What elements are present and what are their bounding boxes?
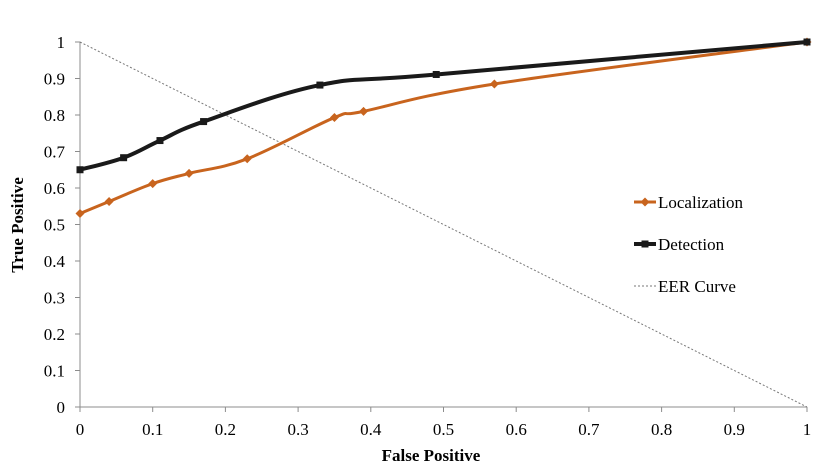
x-tick-label: 0.3	[287, 420, 308, 439]
localization-point	[359, 106, 369, 116]
legend-label: Localization	[658, 193, 743, 212]
detection-point	[120, 154, 128, 162]
localization-point	[489, 79, 499, 89]
y-tick-label: 0.1	[44, 362, 65, 381]
y-tick-label: 0.5	[44, 216, 65, 235]
x-tick-label: 0.1	[142, 420, 163, 439]
legend-marker	[640, 197, 650, 207]
eer-curve-line	[79, 41, 808, 408]
detection-point	[200, 118, 208, 126]
series-eer-curve	[79, 41, 808, 408]
y-tick-label: 0	[57, 398, 66, 417]
y-tick-label: 0.2	[44, 325, 65, 344]
x-tick-label: 0.5	[433, 420, 454, 439]
y-tick-label: 0.7	[44, 143, 66, 162]
y-axis-title: True Positive	[8, 177, 27, 273]
x-tick-label: 0.2	[215, 420, 236, 439]
localization-point	[329, 113, 339, 123]
series-layer	[75, 37, 812, 408]
localization-point	[148, 179, 158, 189]
x-tick-label: 0.7	[578, 420, 600, 439]
legend: Localization Detection EER Curve	[634, 193, 743, 296]
x-tick-label: 0.9	[724, 420, 745, 439]
x-tick-label: 1	[803, 420, 812, 439]
detection-point	[76, 166, 84, 174]
legend-item-detection: Detection	[634, 235, 725, 254]
legend-item-eer-curve: EER Curve	[634, 277, 736, 296]
detection-line	[78, 40, 809, 172]
axes: 0 0.1 0.2 0.3 0.4 0.5 0.6 0.7 0.8 0.9 1 0 0.1 0.2 0.3 0…	[44, 33, 812, 439]
localization-point	[242, 154, 252, 164]
series-detection	[76, 38, 811, 174]
y-tick-label: 0.8	[44, 106, 65, 125]
legend-label: Detection	[658, 235, 725, 254]
x-axis-title: False Positive	[382, 446, 481, 465]
detection-point	[156, 137, 164, 145]
localization-point	[104, 197, 114, 207]
legend-label: EER Curve	[658, 277, 736, 296]
localization-point	[184, 168, 194, 178]
detection-point	[316, 81, 324, 89]
y-tick-label: 0.9	[44, 70, 65, 89]
y-tick-label: 1	[57, 33, 66, 52]
localization-point	[75, 209, 85, 219]
y-tick-label: 0.3	[44, 289, 65, 308]
x-tick-label: 0.4	[360, 420, 382, 439]
localization-line	[78, 40, 809, 216]
detection-point	[432, 70, 440, 78]
detection-point	[803, 38, 811, 46]
x-tick-label: 0	[76, 420, 85, 439]
x-tick-label: 0.8	[651, 420, 672, 439]
legend-marker	[641, 240, 649, 248]
y-tick-label: 0.4	[44, 252, 66, 271]
y-tick-label: 0.6	[44, 179, 65, 198]
x-tick-label: 0.6	[506, 420, 527, 439]
legend-item-localization: Localization	[634, 193, 743, 212]
